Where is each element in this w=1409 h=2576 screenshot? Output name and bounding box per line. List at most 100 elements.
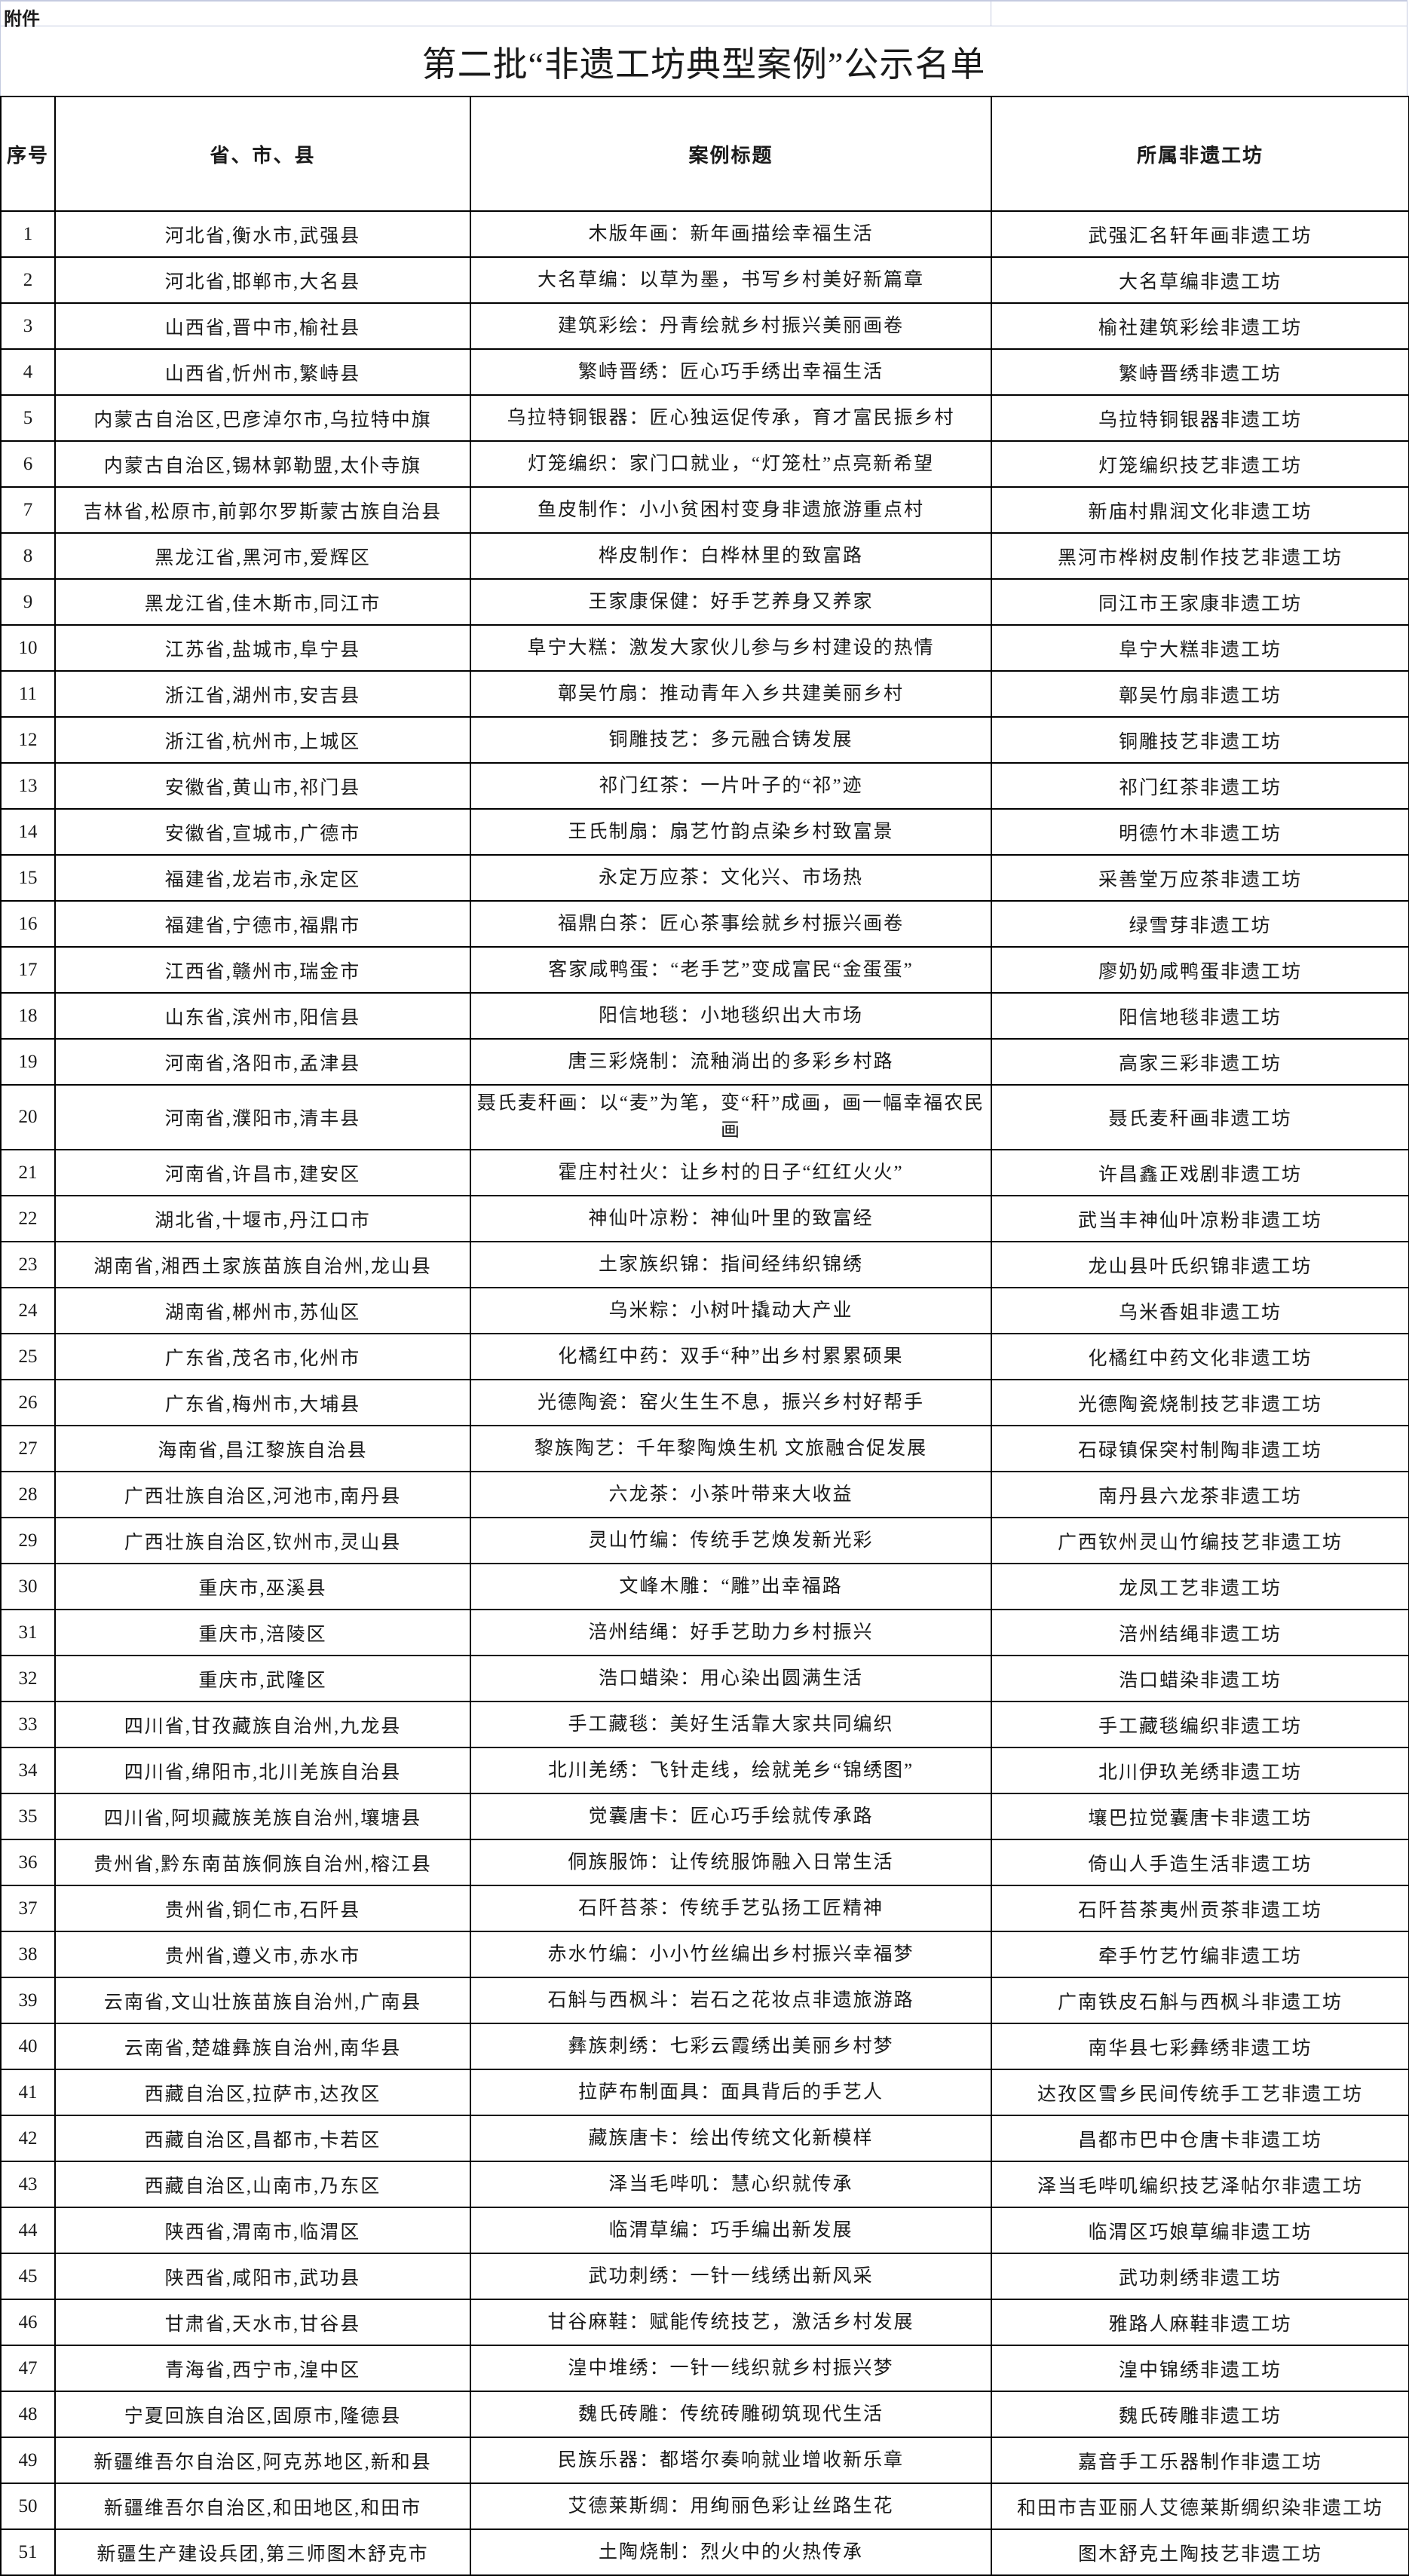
row-number: 11 — [0, 670, 56, 718]
row-region: 福建省,宁德市,福鼎市 — [54, 900, 471, 948]
row-case-title: 王氏制扇：扇艺竹韵点染乡村致富景 — [470, 808, 992, 856]
row-number: 12 — [0, 716, 56, 764]
row-number: 20 — [0, 1084, 56, 1150]
row-region: 浙江省,杭州市,上城区 — [54, 716, 471, 764]
row-workshop: 广南铁皮石斛与西枫斗非遗工坊 — [991, 1977, 1409, 2024]
table-row: 48 宁夏回族自治区,固原市,隆德县 魏氏砖雕：传统砖雕砌筑现代生活 魏氏砖雕非遗工坊 — [0, 2391, 1409, 2438]
table-row: 33 四川省,甘孜藏族自治州,九龙县 手工藏毯：美好生活靠大家共同编织 手工藏毯编织非… — [0, 1701, 1409, 1748]
row-case-title: 客家咸鸭蛋：“老手艺”变成富民“金蛋蛋” — [470, 946, 992, 994]
row-case-title: 赤水竹编：小小竹丝编出乡村振兴幸福梦 — [470, 1931, 992, 1978]
row-number: 46 — [0, 2299, 56, 2346]
row-region: 甘肃省,天水市,甘谷县 — [54, 2299, 471, 2346]
attachment-label: 附件 — [4, 10, 40, 29]
table-row: 15 福建省,龙岩市,永定区 永定万应茶：文化兴、市场热 采善堂万应茶非遗工坊 — [0, 854, 1409, 902]
row-number: 35 — [0, 1793, 56, 1840]
table-row: 11 浙江省,湖州市,安吉县 鄣吴竹扇：推动青年入乡共建美丽乡村 鄣吴竹扇非遗工坊 — [0, 670, 1409, 718]
row-region: 重庆市,涪陵区 — [54, 1609, 471, 1656]
row-workshop: 牵手竹艺竹编非遗工坊 — [991, 1931, 1409, 1978]
row-region: 安徽省,宣城市,广德市 — [54, 808, 471, 856]
row-workshop: 乌米香姐非遗工坊 — [991, 1287, 1409, 1334]
row-region: 江西省,赣州市,瑞金市 — [54, 946, 471, 994]
row-number: 9 — [0, 578, 56, 626]
row-case-title: 彝族刺绣：七彩云霞绣出美丽乡村梦 — [470, 2023, 992, 2070]
row-case-title: 北川羌绣：飞针走线，绘就羌乡“锦绣图” — [470, 1747, 992, 1794]
row-region: 四川省,绵阳市,北川羌族自治县 — [54, 1747, 471, 1794]
row-workshop: 魏氏砖雕非遗工坊 — [991, 2391, 1409, 2438]
row-number: 5 — [0, 394, 56, 442]
row-region: 江苏省,盐城市,阜宁县 — [54, 624, 471, 672]
row-number: 32 — [0, 1655, 56, 1702]
row-region: 山西省,忻州市,繁峙县 — [54, 348, 471, 396]
row-number: 30 — [0, 1563, 56, 1610]
row-workshop: 石阡苔茶夷州贡茶非遗工坊 — [991, 1885, 1409, 1932]
row-workshop: 光德陶瓷烧制技艺非遗工坊 — [991, 1379, 1409, 1426]
row-workshop: 湟中锦绣非遗工坊 — [991, 2345, 1409, 2392]
row-number: 49 — [0, 2437, 56, 2484]
table-row: 51 新疆生产建设兵团,第三师图木舒克市 土陶烧制：烈火中的火热传承 图木舒克土陶技艺… — [0, 2529, 1409, 2576]
row-region: 河南省,许昌市,建安区 — [54, 1149, 471, 1196]
row-number: 1 — [0, 210, 56, 258]
row-case-title: 聂氏麦秆画：以“麦”为笔，变“秆”成画，画一幅幸福农民画 — [470, 1084, 992, 1150]
row-number: 22 — [0, 1195, 56, 1242]
row-case-title: 魏氏砖雕：传统砖雕砌筑现代生活 — [470, 2391, 992, 2438]
row-region: 内蒙古自治区,巴彦淖尔市,乌拉特中旗 — [54, 394, 471, 442]
page-title: 第二批“非遗工坊典型案例”公示名单 — [421, 44, 986, 84]
row-case-title: 土陶烧制：烈火中的火热传承 — [470, 2529, 992, 2576]
row-region: 西藏自治区,拉萨市,达孜区 — [54, 2069, 471, 2116]
row-case-title: 侗族服饰：让传统服饰融入日常生活 — [470, 1839, 992, 1886]
row-number: 7 — [0, 486, 56, 534]
table-row: 5 内蒙古自治区,巴彦淖尔市,乌拉特中旗 乌拉特铜银器：匠心独运促传承，育才富民振乡… — [0, 394, 1409, 442]
row-case-title: 湟中堆绣：一针一线织就乡村振兴梦 — [470, 2345, 992, 2392]
row-case-title: 鱼皮制作：小小贫困村变身非遗旅游重点村 — [470, 486, 992, 534]
row-workshop: 繁峙晋绣非遗工坊 — [991, 348, 1409, 396]
table-header-row: 序号 省、市、县 案例标题 所属非遗工坊 — [0, 96, 1409, 212]
title-bar: 第二批“非遗工坊典型案例”公示名单 — [0, 26, 1407, 96]
row-number: 29 — [0, 1517, 56, 1564]
row-region: 宁夏回族自治区,固原市,隆德县 — [54, 2391, 471, 2438]
row-case-title: 福鼎白茶：匠心茶事绘就乡村振兴画卷 — [470, 900, 992, 948]
row-region: 黑龙江省,佳木斯市,同江市 — [54, 578, 471, 626]
table-row: 40 云南省,楚雄彝族自治州,南华县 彝族刺绣：七彩云霞绣出美丽乡村梦 南华县七彩彝绣… — [0, 2023, 1409, 2070]
row-workshop: 廖奶奶咸鸭蛋非遗工坊 — [991, 946, 1409, 994]
table-row: 8 黑龙江省,黑河市,爱辉区 桦皮制作：白桦林里的致富路 黑河市桦树皮制作技艺非遗工坊 — [0, 532, 1409, 580]
row-number: 31 — [0, 1609, 56, 1656]
row-region: 河北省,邯郸市,大名县 — [54, 256, 471, 304]
table-row: 25 广东省,茂名市,化州市 化橘红中药：双手“种”出乡村累累硕果 化橘红中药文化非遗… — [0, 1333, 1409, 1380]
row-workshop: 黑河市桦树皮制作技艺非遗工坊 — [991, 532, 1409, 580]
row-case-title: 石斛与西枫斗：岩石之花妆点非遗旅游路 — [470, 1977, 992, 2024]
row-number: 51 — [0, 2529, 56, 2576]
row-number: 28 — [0, 1471, 56, 1518]
row-number: 34 — [0, 1747, 56, 1794]
row-workshop: 榆社建筑彩绘非遗工坊 — [991, 302, 1409, 350]
row-case-title: 永定万应茶：文化兴、市场热 — [470, 854, 992, 902]
row-workshop: 采善堂万应茶非遗工坊 — [991, 854, 1409, 902]
row-region: 浙江省,湖州市,安吉县 — [54, 670, 471, 718]
table-row: 27 海南省,昌江黎族自治县 黎族陶艺：千年黎陶焕生机 文旅融合促发展 石碌镇保突村制… — [0, 1425, 1409, 1472]
row-region: 西藏自治区,山南市,乃东区 — [54, 2161, 471, 2208]
header-workshop: 所属非遗工坊 — [991, 96, 1409, 212]
row-number: 17 — [0, 946, 56, 994]
row-workshop: 石碌镇保突村制陶非遗工坊 — [991, 1425, 1409, 1472]
row-region: 河南省,濮阳市,清丰县 — [54, 1084, 471, 1150]
table-row: 37 贵州省,铜仁市,石阡县 石阡苔茶：传统手艺弘扬工匠精神 石阡苔茶夷州贡茶非遗工坊 — [0, 1885, 1409, 1932]
row-number: 13 — [0, 762, 56, 810]
row-case-title: 繁峙晋绣：匠心巧手绣出幸福生活 — [470, 348, 992, 396]
row-number: 33 — [0, 1701, 56, 1748]
row-case-title: 藏族唐卡：绘出传统文化新模样 — [470, 2115, 992, 2162]
table-row: 10 江苏省,盐城市,阜宁县 阜宁大糕：激发大家伙儿参与乡村建设的热情 阜宁大糕非遗工… — [0, 624, 1409, 672]
table-row: 3 山西省,晋中市,榆社县 建筑彩绘：丹青绘就乡村振兴美丽画卷 榆社建筑彩绘非遗工坊 — [0, 302, 1409, 350]
row-workshop: 绿雪芽非遗工坊 — [991, 900, 1409, 948]
row-case-title: 大名草编：以草为墨，书写乡村美好新篇章 — [470, 256, 992, 304]
row-number: 21 — [0, 1149, 56, 1196]
table-row: 7 吉林省,松原市,前郭尔罗斯蒙古族自治县 鱼皮制作：小小贫困村变身非遗旅游重点村新… — [0, 486, 1409, 534]
row-workshop: 明德竹木非遗工坊 — [991, 808, 1409, 856]
table-row: 21 河南省,许昌市,建安区 霍庄村社火：让乡村的日子“红红火火” 许昌鑫正戏剧非遗工… — [0, 1149, 1409, 1196]
row-workshop: 泽当毛哔叽编织技艺泽帖尔非遗工坊 — [991, 2161, 1409, 2208]
row-case-title: 阜宁大糕：激发大家伙儿参与乡村建设的热情 — [470, 624, 992, 672]
table-row: 39 云南省,文山壮族苗族自治州,广南县 石斛与西枫斗：岩石之花妆点非遗旅游路 广南铁… — [0, 1977, 1409, 2024]
table-row: 32 重庆市,武隆区 浩口蜡染：用心染出圆满生活 浩口蜡染非遗工坊 — [0, 1655, 1409, 1702]
row-case-title: 铜雕技艺：多元融合铸发展 — [470, 716, 992, 764]
row-case-title: 文峰木雕：“雕”出幸福路 — [470, 1563, 992, 1610]
table-row: 9 黑龙江省,佳木斯市,同江市 王家康保健：好手艺养身又养家 同江市王家康非遗工坊 — [0, 578, 1409, 626]
row-workshop: 广西钦州灵山竹编技艺非遗工坊 — [991, 1517, 1409, 1564]
